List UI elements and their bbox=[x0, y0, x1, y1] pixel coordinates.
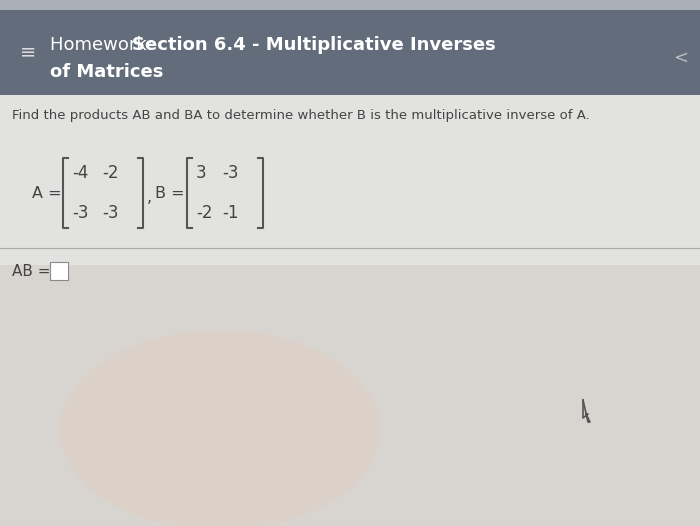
Text: of Matrices: of Matrices bbox=[50, 63, 163, 81]
Text: -4: -4 bbox=[72, 164, 88, 182]
Bar bbox=[0, 265, 700, 526]
Text: -3: -3 bbox=[102, 204, 118, 222]
Text: <: < bbox=[673, 49, 688, 67]
Text: -2: -2 bbox=[102, 164, 118, 182]
Text: B =: B = bbox=[155, 186, 185, 200]
Text: 3: 3 bbox=[196, 164, 206, 182]
Text: -2: -2 bbox=[196, 204, 213, 222]
Text: -3: -3 bbox=[72, 204, 88, 222]
Text: ,: , bbox=[147, 190, 152, 206]
Text: ≡: ≡ bbox=[20, 43, 36, 62]
Text: Section 6.4 - Multiplicative Inverses: Section 6.4 - Multiplicative Inverses bbox=[132, 36, 496, 54]
Bar bbox=[50, 262, 68, 280]
Bar bbox=[0, 0, 700, 10]
Ellipse shape bbox=[60, 330, 380, 526]
Text: -1: -1 bbox=[222, 204, 239, 222]
Text: AB =: AB = bbox=[12, 265, 50, 279]
Text: A =: A = bbox=[32, 186, 62, 200]
Text: -3: -3 bbox=[222, 164, 239, 182]
Bar bbox=[0, 10, 700, 95]
Bar bbox=[0, 95, 700, 526]
Text: Find the products AB and BA to determine whether B is the multiplicative inverse: Find the products AB and BA to determine… bbox=[12, 108, 589, 122]
Text: Homework:: Homework: bbox=[50, 36, 159, 54]
